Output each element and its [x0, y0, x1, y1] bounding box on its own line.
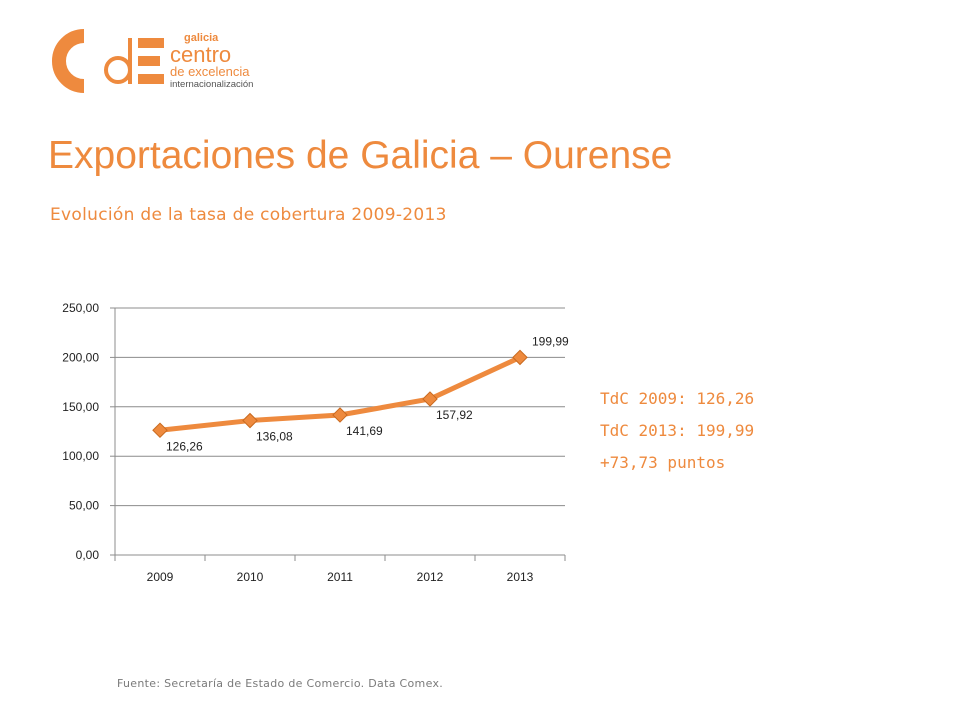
cde-logo: galicia centro de excelencia internacion… [52, 29, 253, 93]
page-subtitle: Evolución de la tasa de cobertura 2009-2… [50, 205, 447, 225]
x-tick-label: 2010 [237, 570, 264, 584]
y-tick-label: 100,00 [62, 449, 99, 463]
page-title: Exportaciones de Galicia – Ourense [48, 134, 673, 177]
x-tick-label: 2012 [417, 570, 444, 584]
data-point [152, 422, 168, 439]
stats-panel: TdC 2009: 126,26 TdC 2013: 199,99 +73,73… [600, 388, 754, 484]
data-point [422, 391, 438, 407]
logo-line1: galicia [184, 32, 219, 44]
data-label: 126,26 [166, 439, 203, 453]
stat-tdc-2013: TdC 2013: 199,99 [600, 421, 755, 440]
coverage-line-chart: 0,00 50,00 100,00 150,00 200,00 250,00 2009 201… [62, 301, 569, 584]
y-tick-label: 250,00 [62, 301, 99, 315]
data-point [332, 407, 348, 423]
source-note: Fuente: Secretaría de Estado de Comercio… [117, 677, 444, 690]
y-tick-label: 50,00 [69, 499, 99, 513]
data-point [242, 412, 258, 429]
y-tick-label: 200,00 [62, 350, 99, 364]
x-tick-label: 2009 [147, 570, 174, 584]
y-tick-label: 150,00 [62, 400, 99, 414]
logo-line3: de excelencia [170, 64, 250, 79]
x-tick-label: 2013 [507, 570, 534, 584]
data-point [512, 349, 528, 366]
logo-line2: centro [170, 42, 231, 67]
y-tick-label: 0,00 [76, 548, 100, 562]
data-label: 157,92 [436, 408, 473, 422]
stat-increase: +73,73 puntos [600, 453, 726, 472]
stat-tdc-2009: TdC 2009: 126,26 [600, 389, 755, 408]
data-label: 136,08 [256, 430, 293, 444]
x-tick-label: 2011 [327, 570, 353, 584]
data-label: 199,99 [532, 334, 569, 348]
data-label: 141,69 [346, 424, 383, 438]
logo-line4: internacionalización [170, 79, 253, 90]
